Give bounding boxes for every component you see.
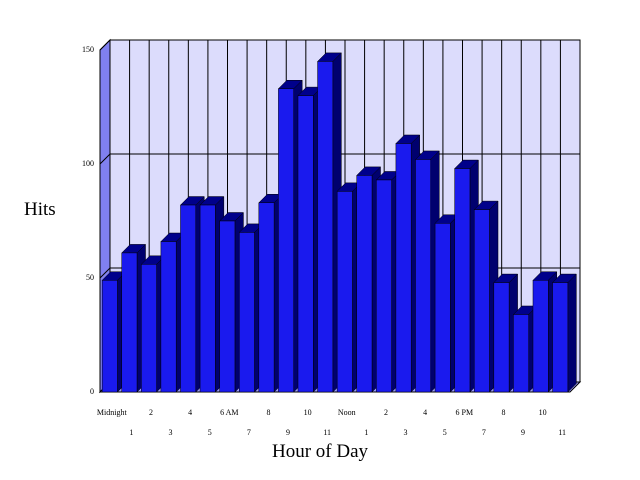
bar-17 <box>434 223 451 393</box>
bar-9 <box>278 88 294 393</box>
bar-side-23 <box>567 273 577 393</box>
x-tick-label-6: 6 AM <box>220 408 238 417</box>
x-tick-label-17: 5 <box>443 428 447 437</box>
x-tick-label-16: 4 <box>423 408 427 417</box>
x-tick-label-18: 6 PM <box>456 408 474 417</box>
x-tick-label-8: 8 <box>266 408 270 417</box>
y-tick-label-1: 50 <box>86 273 94 282</box>
x-tick-label-22: 10 <box>539 408 547 417</box>
bar-2 <box>141 264 157 393</box>
x-tick-label-13: 1 <box>364 428 368 437</box>
bar-10 <box>297 95 314 393</box>
bar-7 <box>238 232 255 393</box>
bar-4 <box>180 204 197 393</box>
bar-14 <box>376 179 392 393</box>
bar-11 <box>317 61 334 393</box>
bar-20 <box>493 282 510 393</box>
x-tick-label-0: Midnight <box>97 408 128 417</box>
bar-8 <box>258 202 275 393</box>
bar-13 <box>356 175 373 393</box>
x-tick-label-9: 9 <box>286 428 290 437</box>
bar-0 <box>101 280 118 393</box>
x-tick-label-15: 3 <box>404 428 408 437</box>
bar-3 <box>160 241 177 393</box>
x-tick-label-19: 7 <box>482 428 486 437</box>
bar-23 <box>552 282 569 393</box>
x-tick-label-2: 2 <box>149 408 153 417</box>
x-tick-label-14: 2 <box>384 408 388 417</box>
bar-12 <box>336 191 353 393</box>
y-tick-label-0: 0 <box>90 387 94 396</box>
x-tick-label-3: 3 <box>169 428 173 437</box>
bar-15 <box>395 143 412 393</box>
x-tick-label-21: 9 <box>521 428 525 437</box>
y-tick-label-3: 150 <box>82 45 94 54</box>
bar-16 <box>415 159 432 393</box>
x-tick-label-23: 11 <box>558 428 566 437</box>
x-axis-label: Hour of Day <box>271 441 369 462</box>
y-axis-label: Hits <box>24 199 56 220</box>
y-tick-label-2: 100 <box>82 159 94 168</box>
x-tick-label-5: 5 <box>208 428 212 437</box>
x-tick-label-1: 1 <box>129 428 133 437</box>
bar-5 <box>199 204 216 393</box>
bar-6 <box>219 220 236 393</box>
x-tick-label-7: 7 <box>247 428 251 437</box>
bar-22 <box>532 280 549 393</box>
x-tick-label-11: 11 <box>323 428 331 437</box>
x-tick-label-4: 4 <box>188 408 192 417</box>
bar-1 <box>121 252 138 393</box>
x-tick-label-12: Noon <box>338 408 356 417</box>
bar-19 <box>473 209 490 393</box>
bar-18 <box>454 168 471 393</box>
x-tick-label-20: 8 <box>501 408 505 417</box>
x-tick-label-10: 10 <box>304 408 312 417</box>
bar-21 <box>513 314 529 393</box>
